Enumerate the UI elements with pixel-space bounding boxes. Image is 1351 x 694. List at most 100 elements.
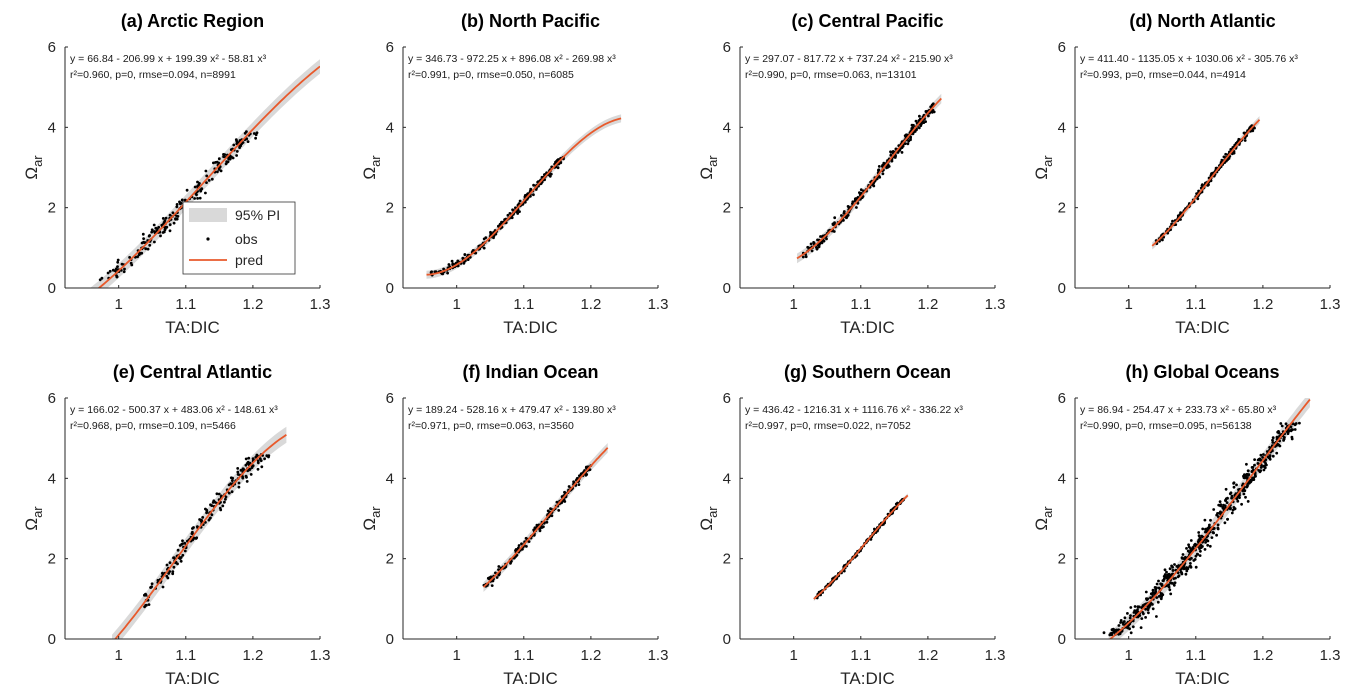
obs-point bbox=[245, 137, 248, 141]
obs-point bbox=[1197, 538, 1201, 542]
obs-point bbox=[1259, 466, 1263, 469]
y-axis-symbol: Ω bbox=[22, 518, 41, 531]
obs-point bbox=[1179, 218, 1182, 221]
obs-point bbox=[224, 497, 227, 501]
x-tick-label: 1.3 bbox=[985, 647, 1006, 664]
obs-point bbox=[557, 509, 561, 512]
obs-point bbox=[456, 259, 460, 263]
obs-point bbox=[183, 549, 187, 553]
obs-point bbox=[1194, 565, 1198, 569]
obs-point bbox=[217, 492, 221, 496]
obs-point bbox=[1253, 463, 1256, 467]
obs-point bbox=[890, 159, 894, 163]
obs-point bbox=[219, 169, 223, 173]
obs-point bbox=[155, 227, 159, 231]
obs-point bbox=[1215, 533, 1218, 537]
obs-point bbox=[1240, 502, 1243, 506]
obs-point bbox=[1189, 547, 1192, 550]
obs-point bbox=[185, 188, 189, 192]
obs-point bbox=[148, 234, 152, 237]
obs-point bbox=[1181, 557, 1185, 560]
obs-point bbox=[241, 468, 245, 472]
obs-point bbox=[1173, 563, 1176, 566]
obs-point bbox=[1243, 139, 1247, 142]
obs-point bbox=[1244, 495, 1247, 499]
obs-point bbox=[246, 140, 250, 144]
obs-point bbox=[881, 172, 885, 176]
obs-point bbox=[889, 150, 892, 154]
obs-point bbox=[853, 199, 857, 202]
obs-point bbox=[1251, 477, 1255, 481]
x-axis-label: TA:DIC bbox=[165, 669, 219, 688]
obs-point bbox=[1154, 587, 1158, 591]
fit-stats: r²=0.991, p=0, rmse=0.050, n=6085 bbox=[408, 69, 574, 81]
y-axis-label: Ωar bbox=[1032, 506, 1055, 531]
obs-point bbox=[1144, 607, 1147, 611]
obs-point bbox=[1171, 569, 1175, 572]
obs-point bbox=[153, 240, 156, 244]
obs-point bbox=[1188, 558, 1192, 561]
obs-point bbox=[235, 150, 239, 153]
obs-point bbox=[163, 219, 167, 223]
obs-point bbox=[172, 556, 176, 560]
obs-point bbox=[214, 161, 217, 164]
obs-point bbox=[511, 208, 514, 212]
y-tick-label: 2 bbox=[48, 200, 56, 217]
obs-point bbox=[1192, 559, 1196, 562]
obs-point bbox=[217, 157, 221, 161]
legend-obs-label: obs bbox=[235, 231, 258, 247]
obs-point bbox=[229, 482, 233, 486]
obs-point bbox=[236, 473, 240, 476]
y-tick-label: 2 bbox=[48, 551, 56, 568]
y-tick-label: 2 bbox=[1058, 200, 1066, 217]
obs-point bbox=[215, 492, 219, 496]
obs-point bbox=[143, 241, 147, 245]
obs-point bbox=[100, 276, 104, 280]
obs-point bbox=[216, 170, 219, 174]
obs-point bbox=[115, 275, 119, 279]
y-tick-label: 4 bbox=[48, 119, 56, 136]
panel-g: (g) Southern Ocean 1 1.1 1.2 1.3 0 2 4 6 TA:DIC Ωa… bbox=[697, 362, 1005, 688]
obs-point bbox=[204, 169, 208, 173]
obs-point bbox=[232, 143, 236, 147]
obs-point bbox=[1161, 579, 1165, 582]
obs-point bbox=[812, 241, 815, 244]
obs-point bbox=[1290, 437, 1294, 441]
obs-point bbox=[451, 262, 455, 266]
obs-point bbox=[909, 136, 912, 140]
obs-point bbox=[1159, 592, 1163, 596]
obs-point bbox=[520, 542, 523, 546]
obs-point bbox=[143, 605, 147, 609]
obs-point bbox=[196, 180, 199, 184]
obs-point bbox=[241, 141, 245, 144]
obs-point bbox=[840, 214, 843, 217]
obs-point bbox=[234, 138, 238, 142]
x-tick-label: 1 bbox=[453, 647, 461, 664]
y-tick-label: 2 bbox=[1058, 551, 1066, 568]
obs-point bbox=[174, 217, 178, 221]
obs-point bbox=[1197, 534, 1201, 538]
x-tick-label: 1.2 bbox=[580, 296, 601, 313]
obs-point bbox=[804, 255, 808, 259]
y-tick-label: 4 bbox=[386, 119, 394, 136]
obs-point bbox=[1280, 424, 1284, 428]
obs-point bbox=[224, 495, 228, 499]
obs-point bbox=[1263, 466, 1267, 470]
obs-point bbox=[1277, 430, 1280, 433]
obs-point bbox=[161, 217, 165, 220]
panel-title: (c) Central Pacific bbox=[791, 11, 943, 31]
x-tick-label: 1.1 bbox=[513, 296, 534, 313]
obs-point bbox=[205, 181, 208, 185]
obs-point bbox=[221, 504, 225, 508]
obs-point bbox=[1251, 129, 1255, 133]
obs-point bbox=[181, 542, 184, 546]
y-tick-label: 4 bbox=[1058, 470, 1066, 487]
panel-title: (d) North Atlantic bbox=[1129, 11, 1275, 31]
y-tick-label: 0 bbox=[48, 631, 56, 648]
obs-point bbox=[171, 572, 175, 576]
obs-point bbox=[180, 198, 184, 202]
obs-point bbox=[140, 241, 144, 245]
obs-point bbox=[165, 563, 169, 567]
obs-point bbox=[1226, 517, 1229, 521]
obs-point bbox=[461, 256, 465, 260]
